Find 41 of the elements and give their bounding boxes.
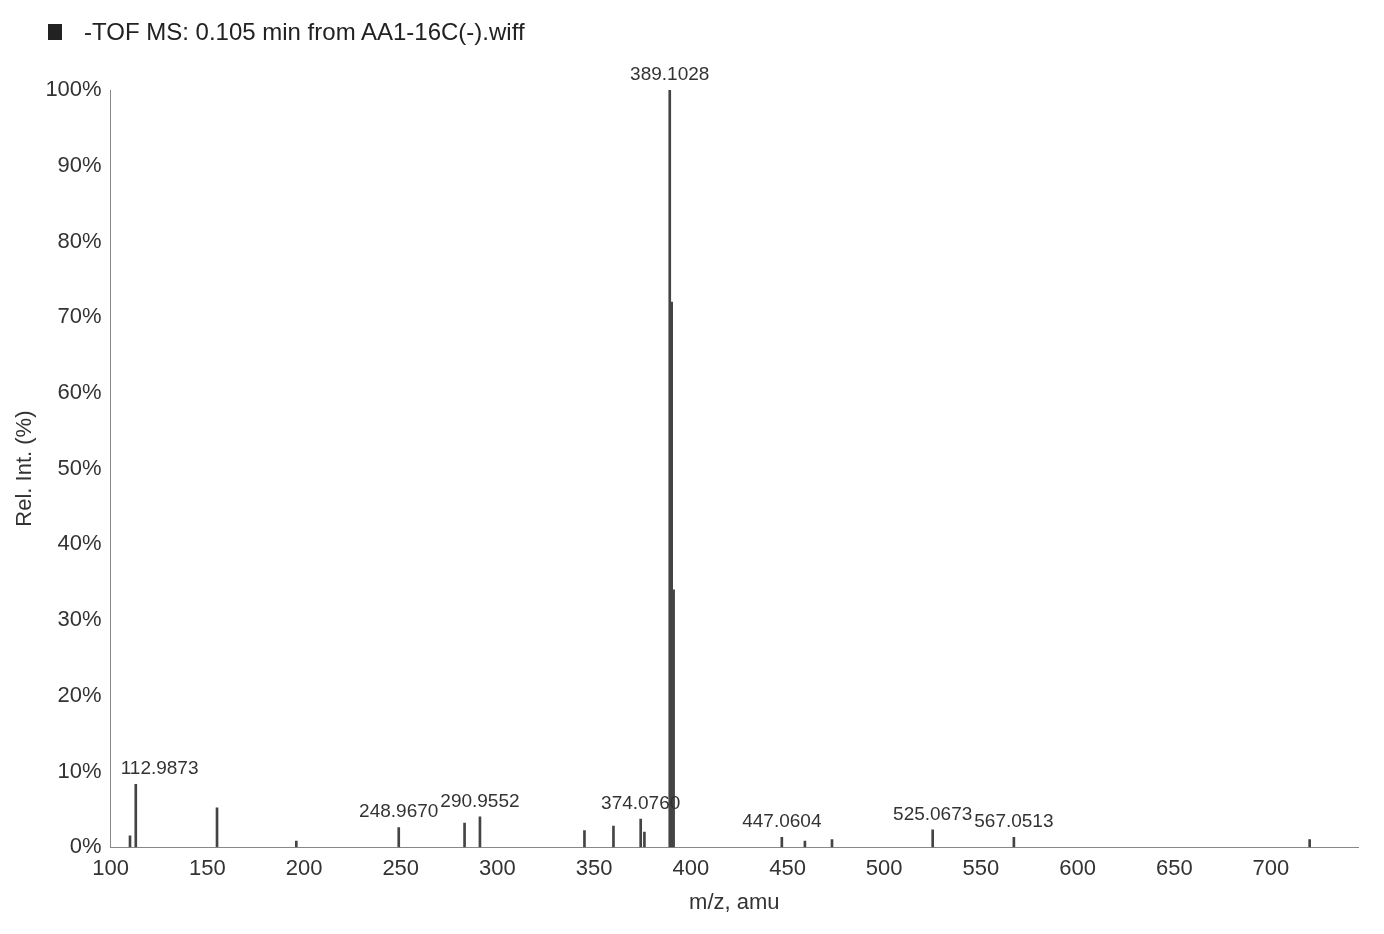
y-tick-label: 50%	[57, 454, 102, 480]
x-tick-label: 500	[865, 855, 903, 881]
y-tick-label: 30%	[57, 606, 102, 632]
bar	[463, 822, 466, 848]
x-tick-label: 350	[575, 855, 613, 881]
bar	[294, 840, 298, 848]
x-axis-title: m/z, amu	[689, 888, 780, 914]
y-tick-label: 70%	[57, 303, 102, 329]
bar	[639, 818, 643, 848]
x-tick-label: 400	[672, 855, 710, 881]
bar	[1308, 839, 1311, 848]
x-tick-label: 700	[1252, 855, 1290, 881]
annotation: 447.0604	[742, 810, 822, 832]
y-tick-label: 90%	[57, 151, 102, 177]
x-tick-label: 650	[1155, 855, 1193, 881]
annotation: 525.0673	[893, 802, 973, 824]
annotation: 389.1028	[630, 62, 710, 84]
y-tick-label: 60%	[57, 378, 102, 404]
x-tick-label: 250	[382, 855, 420, 881]
bar	[397, 827, 401, 848]
y-tick-label: 40%	[57, 530, 102, 556]
annotation: 290.9552	[440, 789, 520, 811]
x-tick-label: 300	[479, 855, 516, 881]
y-tick-label: 100%	[45, 76, 102, 102]
y-axis-title: Rel. Int. (%)	[11, 410, 37, 527]
bar	[134, 784, 138, 848]
chart-title: -TOF MS: 0.105 min from AA1-16C(-).wiff	[84, 18, 525, 46]
annotation: 248.9670	[359, 800, 439, 822]
y-tick-label: 20%	[57, 681, 102, 707]
x-tick-label: 600	[1059, 855, 1096, 881]
x-tick-label: 450	[769, 855, 806, 881]
annotation: 112.9873	[120, 757, 199, 779]
bar	[612, 825, 615, 848]
bar	[583, 830, 586, 848]
x-tick-label: 200	[285, 855, 323, 881]
y-tick-label: 10%	[57, 757, 102, 783]
annotation: 567.0513	[974, 810, 1054, 832]
bar	[931, 829, 935, 848]
x-tick-label: 150	[189, 855, 226, 881]
y-tick-label: 80%	[57, 227, 102, 253]
x-tick-label: 550	[962, 855, 1000, 881]
